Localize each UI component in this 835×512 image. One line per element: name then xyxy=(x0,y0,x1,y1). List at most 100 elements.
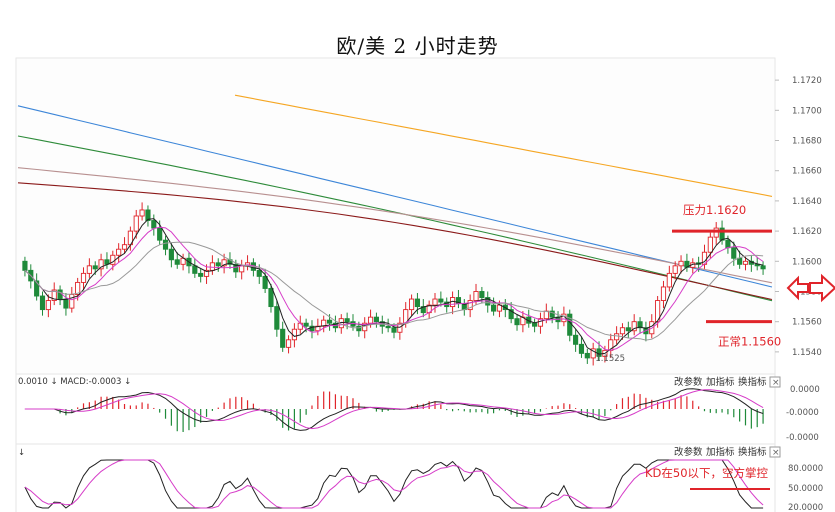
candle-body xyxy=(432,298,438,306)
candle-body xyxy=(121,244,128,250)
candle-body xyxy=(491,304,497,312)
candle xyxy=(280,321,286,352)
candle-body xyxy=(162,239,169,250)
kd-tick-1: 50.0000 xyxy=(788,484,823,494)
candle xyxy=(139,202,145,221)
candle-body xyxy=(280,328,286,348)
candle-body xyxy=(666,272,672,288)
candle-body xyxy=(532,322,538,327)
candle-body xyxy=(326,319,333,324)
candle xyxy=(432,293,438,313)
kd-btn-add[interactable]: 加指标 xyxy=(706,446,735,458)
candle xyxy=(719,220,725,245)
candle-body xyxy=(151,220,157,229)
macd-tick-2: -0.0000 xyxy=(786,433,819,443)
level-label-0: 压力1.1620 xyxy=(683,203,746,217)
candle-body xyxy=(116,248,122,256)
candle-body xyxy=(508,309,514,320)
candle-body xyxy=(57,289,63,300)
ma-line-fast-magenta xyxy=(24,226,764,351)
candle-body xyxy=(655,300,661,323)
candle-body xyxy=(625,327,631,332)
macd-buttons: 改参数 加指标 换指标 × xyxy=(674,376,781,388)
candle-body xyxy=(367,316,374,324)
candle xyxy=(198,268,204,283)
candle-body xyxy=(75,281,81,295)
candle xyxy=(168,243,174,268)
macd-close-icon[interactable] xyxy=(769,376,781,388)
candle xyxy=(666,265,672,292)
candle-body xyxy=(619,327,626,335)
candle xyxy=(274,300,280,337)
macd-btn-params[interactable]: 改参数 xyxy=(674,376,703,388)
kd-btn-switch[interactable]: 换指标 xyxy=(738,446,767,458)
candle xyxy=(660,280,667,309)
candle-body xyxy=(408,298,415,311)
candle xyxy=(86,258,92,278)
candle xyxy=(268,283,274,313)
kd-panel xyxy=(15,443,776,512)
candle xyxy=(162,235,169,256)
candle xyxy=(731,241,737,266)
macd-close-glyph: × xyxy=(772,378,780,388)
candle-body xyxy=(63,298,69,309)
candle xyxy=(133,209,139,239)
candle xyxy=(491,297,497,316)
kd-close-icon[interactable] xyxy=(769,446,781,458)
candle-body xyxy=(543,310,549,320)
candle-body xyxy=(356,325,362,332)
price-tick-6: 1.1600 xyxy=(792,257,822,267)
candle xyxy=(51,282,57,306)
candle-body xyxy=(344,318,350,323)
price-tick-5: 1.1620 xyxy=(792,227,822,237)
ma-line-fast-gray xyxy=(24,241,764,341)
candlesticks: 1.1525 xyxy=(22,202,766,366)
ma-line-fast-black xyxy=(24,218,764,355)
candle-body xyxy=(614,333,620,341)
candle-body xyxy=(268,288,274,308)
candle-body xyxy=(719,227,725,241)
macd-btn-add[interactable]: 加指标 xyxy=(706,376,735,388)
candle-body xyxy=(133,215,139,232)
candle-body xyxy=(578,343,585,354)
candle xyxy=(578,336,585,358)
candle-body xyxy=(262,275,268,289)
candle-body xyxy=(34,280,40,297)
candle-body xyxy=(385,325,391,329)
macd-btn-switch[interactable]: 换指标 xyxy=(738,376,767,388)
kd-btn-params[interactable]: 改参数 xyxy=(674,446,703,458)
kd-lines xyxy=(24,459,764,509)
candle-body xyxy=(209,262,215,271)
arrow-right-icon xyxy=(809,273,835,303)
price-tick-8: 1.1560 xyxy=(792,318,822,328)
candle-body xyxy=(233,263,239,273)
candle-body xyxy=(549,310,555,318)
candle-body xyxy=(660,286,667,301)
candle xyxy=(174,252,180,269)
ma-line-1 xyxy=(17,105,773,288)
candle-body xyxy=(467,300,473,311)
candle xyxy=(467,294,473,318)
candle xyxy=(625,321,631,339)
candle xyxy=(203,264,210,284)
price-tick-9: 1.1540 xyxy=(792,348,822,358)
candle xyxy=(678,255,684,274)
price-tick-3: 1.1660 xyxy=(792,167,822,177)
candle-body xyxy=(198,272,204,277)
candle xyxy=(285,335,292,354)
macd-dea-line xyxy=(24,389,764,430)
price-tick-0: 1.1720 xyxy=(792,76,822,86)
candle xyxy=(145,205,151,227)
candle-body xyxy=(672,265,678,274)
macd-tick-0: 0.0000 xyxy=(790,385,820,395)
candle-body xyxy=(256,269,262,277)
chart-title: 欧/美 2 小时走势 xyxy=(336,34,499,58)
candle xyxy=(584,348,590,364)
candle xyxy=(45,294,51,318)
candle-body xyxy=(45,300,51,311)
price-axis: 1.1720 1.1700 1.1680 1.1660 1.1640 1.1620 1.16… xyxy=(775,76,822,358)
candle xyxy=(631,314,637,336)
candle-body xyxy=(285,339,292,348)
candle-body xyxy=(678,260,684,267)
candle xyxy=(121,237,128,254)
